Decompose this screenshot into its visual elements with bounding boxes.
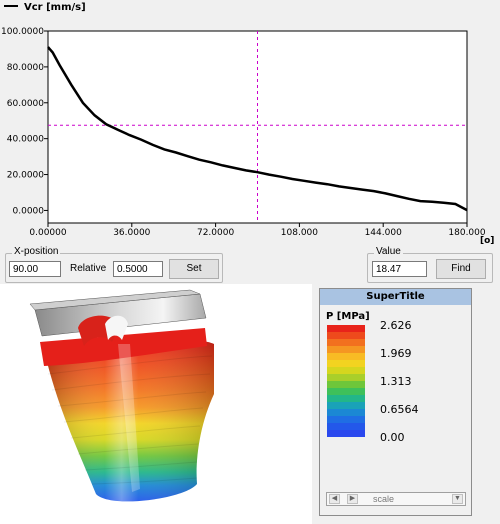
find-button[interactable]: Find: [436, 259, 486, 279]
color-band: [327, 430, 365, 437]
scale-label: 0.00: [380, 431, 405, 444]
x-tick-label: 180.000: [448, 228, 485, 238]
color-band: [327, 360, 365, 368]
color-band: [327, 346, 365, 354]
scroll-left-icon[interactable]: ◀: [329, 494, 340, 504]
color-bar: [327, 325, 365, 437]
color-band: [327, 388, 365, 396]
color-band: [327, 353, 365, 361]
relative-input[interactable]: [113, 261, 163, 277]
legend-panel: SuperTitle P [MPa] 2.626 1.969 1.313 0.6564…: [312, 284, 500, 524]
legend-unit: P [MPa]: [326, 311, 370, 322]
color-band: [327, 339, 365, 347]
x-tick-label: 144.000: [365, 228, 402, 238]
xposition-input[interactable]: [9, 261, 61, 277]
scale-label: 2.626: [380, 319, 412, 332]
xposition-title: X-position: [12, 246, 61, 257]
chevron-down-icon[interactable]: ▼: [452, 494, 463, 504]
chart-panel: Vcr [mm/s] 100.0000 80.0000 60.0000 40.0000…: [0, 0, 500, 250]
scale-dropdown[interactable]: ◀ ▶ scale ▼: [326, 492, 466, 506]
value-input[interactable]: [372, 261, 427, 277]
color-band: [327, 416, 365, 424]
xposition-group: X-position Relative Set: [5, 246, 223, 283]
color-band: [327, 367, 365, 375]
x-tick-label: 72.0000: [197, 228, 234, 238]
legend-label: Vcr [mm/s]: [24, 2, 86, 13]
y-tick-label: 100.0000: [1, 27, 44, 37]
3d-model[interactable]: [0, 284, 312, 524]
scale-label: 1.313: [380, 375, 412, 388]
color-band: [327, 332, 365, 340]
color-band: [327, 374, 365, 382]
y-tick-label: 20.0000: [7, 171, 44, 181]
set-button[interactable]: Set: [169, 259, 219, 279]
x-unit-label: [o]: [480, 236, 494, 246]
color-band: [327, 423, 365, 431]
color-band: [327, 381, 365, 389]
color-band: [327, 395, 365, 403]
line-chart[interactable]: Vcr [mm/s] 100.0000 80.0000 60.0000 40.0000…: [0, 0, 500, 250]
x-tick-label: 36.0000: [113, 228, 150, 238]
crosshair: [48, 31, 467, 223]
legend-title: SuperTitle: [320, 289, 471, 305]
x-axis-ticks: 0.00000 36.0000 72.0000 108.000 144.000 180.0…: [29, 223, 486, 238]
part-collar: [40, 328, 207, 366]
y-axis-ticks: 100.0000 80.0000 60.0000 40.0000 20.0000 0.00…: [1, 27, 48, 216]
y-tick-label: 60.0000: [7, 99, 44, 109]
scale-text: scale: [373, 494, 395, 504]
y-tick-label: 80.0000: [7, 63, 44, 73]
x-tick-label: 108.000: [281, 228, 318, 238]
value-group: Value Find: [367, 246, 493, 283]
scroll-right-icon[interactable]: ▶: [347, 494, 358, 504]
y-tick-label: 40.0000: [7, 135, 44, 145]
color-legend: SuperTitle P [MPa] 2.626 1.969 1.313 0.6564…: [319, 288, 472, 516]
3d-viewport[interactable]: [0, 284, 312, 524]
color-band: [327, 325, 365, 333]
scale-label: 0.6564: [380, 403, 419, 416]
series-line-vcr: [47, 46, 468, 212]
relative-label: Relative: [70, 263, 107, 274]
value-title: Value: [374, 246, 403, 257]
y-tick-label: 0.0000: [13, 206, 45, 216]
color-band: [327, 402, 365, 410]
color-band: [327, 409, 365, 417]
scale-label: 1.969: [380, 347, 412, 360]
x-tick-label: 0.00000: [29, 228, 66, 238]
